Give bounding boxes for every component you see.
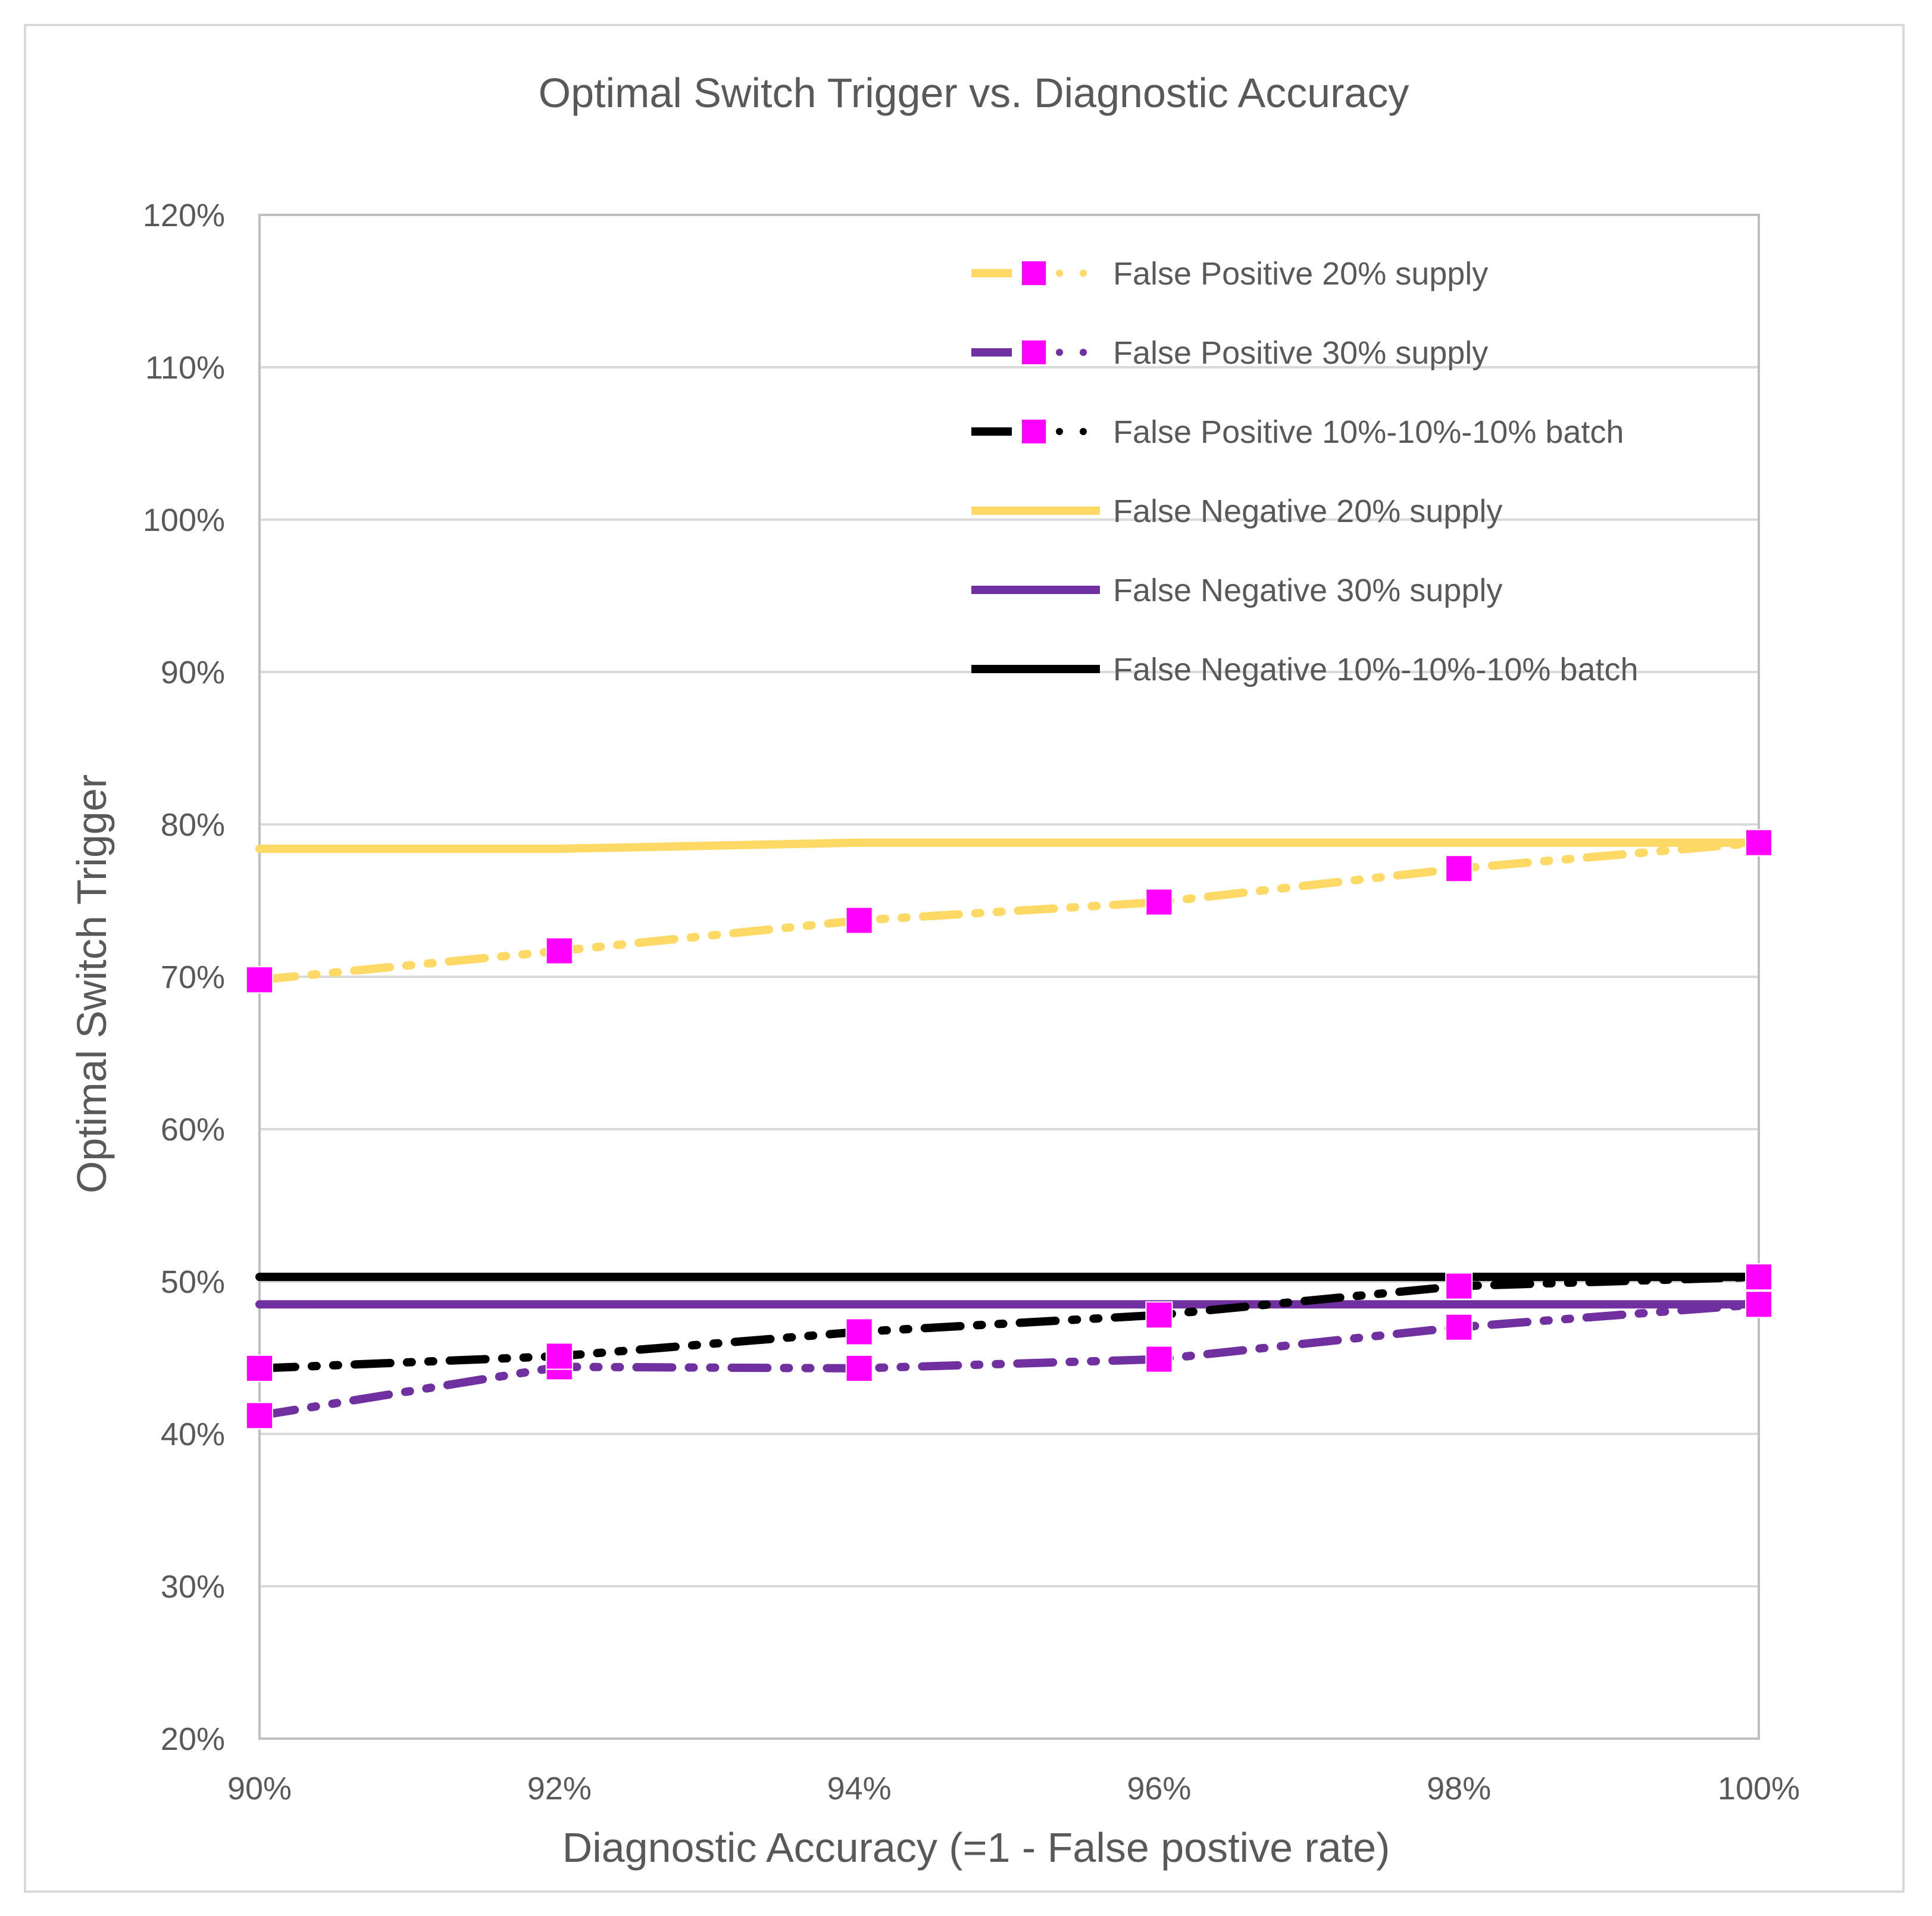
legend-item: False Negative 30% supply xyxy=(971,573,1502,608)
data-point xyxy=(246,1402,273,1430)
legend-item: False Negative 10%-10%-10% batch xyxy=(971,652,1638,687)
y-tick-label: 40% xyxy=(161,1417,225,1452)
data-point xyxy=(1445,855,1473,883)
data-point xyxy=(545,1342,573,1370)
x-tick-label: 100% xyxy=(1718,1771,1800,1806)
legend-swatch-dot xyxy=(1080,428,1087,435)
legend-swatch-dot xyxy=(1080,270,1087,277)
legend-label: False Negative 10%-10%-10% batch xyxy=(1113,652,1638,687)
legend-label: False Positive 30% supply xyxy=(1113,335,1488,371)
y-tick-label: 120% xyxy=(143,198,225,233)
y-tick-label: 50% xyxy=(161,1264,225,1300)
y-tick-label: 60% xyxy=(161,1112,225,1148)
x-tick-label: 92% xyxy=(527,1771,592,1806)
data-point xyxy=(246,966,273,994)
series-0 xyxy=(255,838,1763,984)
legend-marker xyxy=(1022,340,1046,364)
x-axis-title: Diagnostic Accuracy (=1 - False postive … xyxy=(562,1824,1390,1871)
legend-item: False Positive 10%-10%-10% batch xyxy=(971,414,1624,450)
series-markers-1 xyxy=(246,1290,1772,1430)
legend-item: False Negative 20% supply xyxy=(971,493,1502,529)
data-point xyxy=(1145,1301,1173,1329)
data-point xyxy=(1145,888,1173,916)
data-point xyxy=(1745,1263,1772,1291)
legend-label: False Positive 10%-10%-10% batch xyxy=(1113,414,1624,450)
y-tick-label: 110% xyxy=(145,350,225,386)
series-1 xyxy=(255,1300,1763,1420)
data-point xyxy=(845,907,873,934)
data-point xyxy=(845,1318,873,1346)
data-point xyxy=(545,937,573,965)
x-tick-label: 90% xyxy=(227,1771,292,1806)
legend-marker xyxy=(1022,261,1046,285)
y-tick-label: 20% xyxy=(161,1721,225,1757)
y-axis-title: Optimal Switch Trigger xyxy=(68,774,115,1193)
legend-item: False Positive 20% supply xyxy=(971,256,1488,292)
legend-swatch-dot xyxy=(1056,428,1063,435)
legend-label: False Positive 20% supply xyxy=(1113,256,1488,292)
series-line xyxy=(255,838,1763,984)
series-2 xyxy=(255,1273,1763,1373)
legend-swatch-dot xyxy=(1080,349,1087,356)
legend-marker xyxy=(1022,420,1046,443)
data-point xyxy=(1745,829,1772,857)
x-tick-label: 94% xyxy=(827,1771,892,1806)
chart-frame xyxy=(24,24,1905,1893)
series-markers-0 xyxy=(246,829,1772,994)
chart-title: Optimal Switch Trigger vs. Diagnostic Ac… xyxy=(539,70,1409,116)
series-markers-2 xyxy=(246,1263,1772,1382)
data-point xyxy=(1745,1290,1772,1318)
series-line xyxy=(255,1273,1763,1373)
data-point xyxy=(246,1354,273,1382)
legend-item: False Positive 30% supply xyxy=(971,335,1488,371)
x-tick-label: 98% xyxy=(1427,1771,1491,1806)
legend: False Positive 20% supply False Positive … xyxy=(971,256,1638,687)
x-tick-label: 96% xyxy=(1127,1771,1191,1806)
y-tick-label: 70% xyxy=(161,959,225,995)
legend-label: False Negative 30% supply xyxy=(1113,573,1502,608)
y-tick-label: 90% xyxy=(161,655,225,690)
series-layer xyxy=(246,829,1772,1430)
series-line xyxy=(255,1300,1763,1420)
y-axis-ticks: 20% 30% 40% 50% 60% 70% 80% 90% 100% 110% 120% xyxy=(143,198,225,1757)
data-point xyxy=(845,1354,873,1382)
legend-swatch-dot xyxy=(1056,270,1063,277)
y-tick-label: 100% xyxy=(143,502,225,538)
series-line xyxy=(255,838,1763,853)
y-tick-label: 30% xyxy=(161,1569,225,1605)
series-3 xyxy=(255,838,1763,853)
legend-label: False Negative 20% supply xyxy=(1113,493,1502,529)
data-point xyxy=(1445,1313,1473,1341)
x-axis-ticks: 90% 92% 94% 96% 98% 100% xyxy=(227,1771,1800,1806)
data-point xyxy=(1445,1272,1473,1300)
y-tick-label: 80% xyxy=(161,807,225,843)
legend-swatch-dot xyxy=(1056,349,1063,356)
data-point xyxy=(1145,1345,1173,1373)
